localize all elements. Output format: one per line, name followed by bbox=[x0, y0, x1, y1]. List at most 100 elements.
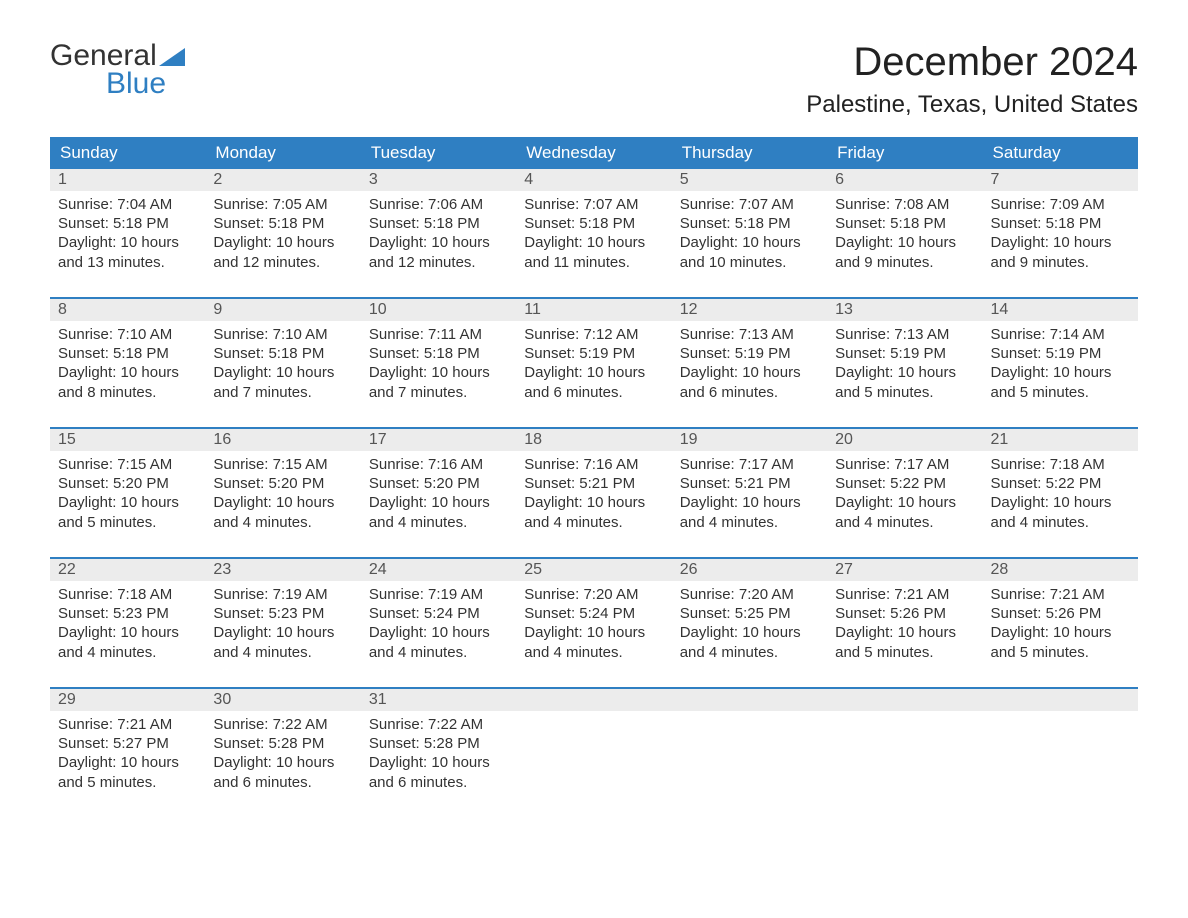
day-number: 20 bbox=[827, 429, 982, 451]
day-daylight1: Daylight: 10 hours bbox=[369, 753, 508, 772]
col-tuesday: Tuesday bbox=[361, 137, 516, 169]
day-details: Sunrise: 7:19 AMSunset: 5:24 PMDaylight:… bbox=[361, 581, 516, 670]
day-sunrise: Sunrise: 7:10 AM bbox=[213, 325, 352, 344]
day-number: 29 bbox=[50, 689, 205, 711]
calendar-week: 29Sunrise: 7:21 AMSunset: 5:27 PMDayligh… bbox=[50, 689, 1138, 817]
day-sunset: Sunset: 5:18 PM bbox=[213, 214, 352, 233]
day-sunset: Sunset: 5:24 PM bbox=[524, 604, 663, 623]
day-daylight1: Daylight: 10 hours bbox=[58, 623, 197, 642]
day-number-empty bbox=[827, 689, 982, 711]
calendar-day-cell: 6Sunrise: 7:08 AMSunset: 5:18 PMDaylight… bbox=[827, 169, 982, 298]
day-daylight2: and 13 minutes. bbox=[58, 253, 197, 272]
day-sunset: Sunset: 5:28 PM bbox=[213, 734, 352, 753]
day-number: 11 bbox=[516, 299, 671, 321]
day-daylight1: Daylight: 10 hours bbox=[524, 363, 663, 382]
day-daylight1: Daylight: 10 hours bbox=[369, 233, 508, 252]
calendar-day-cell: 16Sunrise: 7:15 AMSunset: 5:20 PMDayligh… bbox=[205, 429, 360, 558]
day-sunset: Sunset: 5:26 PM bbox=[835, 604, 974, 623]
day-sunset: Sunset: 5:23 PM bbox=[213, 604, 352, 623]
day-daylight1: Daylight: 10 hours bbox=[991, 233, 1130, 252]
calendar-day-cell: 24Sunrise: 7:19 AMSunset: 5:24 PMDayligh… bbox=[361, 559, 516, 688]
day-number: 25 bbox=[516, 559, 671, 581]
calendar-day-cell: 23Sunrise: 7:19 AMSunset: 5:23 PMDayligh… bbox=[205, 559, 360, 688]
col-thursday: Thursday bbox=[672, 137, 827, 169]
day-sunset: Sunset: 5:19 PM bbox=[991, 344, 1130, 363]
day-number: 23 bbox=[205, 559, 360, 581]
calendar-week: 1Sunrise: 7:04 AMSunset: 5:18 PMDaylight… bbox=[50, 169, 1138, 298]
day-daylight1: Daylight: 10 hours bbox=[835, 363, 974, 382]
day-number-empty bbox=[672, 689, 827, 711]
day-sunset: Sunset: 5:21 PM bbox=[680, 474, 819, 493]
day-daylight1: Daylight: 10 hours bbox=[680, 363, 819, 382]
calendar-day-cell: 29Sunrise: 7:21 AMSunset: 5:27 PMDayligh… bbox=[50, 689, 205, 817]
day-sunrise: Sunrise: 7:12 AM bbox=[524, 325, 663, 344]
day-daylight2: and 4 minutes. bbox=[213, 513, 352, 532]
day-details: Sunrise: 7:20 AMSunset: 5:25 PMDaylight:… bbox=[672, 581, 827, 670]
calendar-day-cell: 1Sunrise: 7:04 AMSunset: 5:18 PMDaylight… bbox=[50, 169, 205, 298]
day-daylight2: and 8 minutes. bbox=[58, 383, 197, 402]
day-number: 30 bbox=[205, 689, 360, 711]
day-daylight1: Daylight: 10 hours bbox=[680, 233, 819, 252]
day-sunrise: Sunrise: 7:18 AM bbox=[991, 455, 1130, 474]
brand-logo: General Blue bbox=[50, 40, 185, 99]
day-sunset: Sunset: 5:19 PM bbox=[524, 344, 663, 363]
logo-sail-icon bbox=[159, 48, 185, 66]
day-daylight2: and 4 minutes. bbox=[524, 643, 663, 662]
day-daylight2: and 10 minutes. bbox=[680, 253, 819, 272]
calendar-day-cell: 10Sunrise: 7:11 AMSunset: 5:18 PMDayligh… bbox=[361, 299, 516, 428]
day-sunset: Sunset: 5:22 PM bbox=[835, 474, 974, 493]
day-sunrise: Sunrise: 7:13 AM bbox=[680, 325, 819, 344]
day-number: 17 bbox=[361, 429, 516, 451]
day-sunrise: Sunrise: 7:20 AM bbox=[680, 585, 819, 604]
day-daylight1: Daylight: 10 hours bbox=[213, 753, 352, 772]
day-daylight1: Daylight: 10 hours bbox=[991, 363, 1130, 382]
day-sunset: Sunset: 5:25 PM bbox=[680, 604, 819, 623]
day-daylight2: and 5 minutes. bbox=[991, 643, 1130, 662]
day-details: Sunrise: 7:15 AMSunset: 5:20 PMDaylight:… bbox=[50, 451, 205, 540]
day-number: 14 bbox=[983, 299, 1138, 321]
day-daylight1: Daylight: 10 hours bbox=[369, 363, 508, 382]
day-daylight1: Daylight: 10 hours bbox=[213, 363, 352, 382]
day-daylight1: Daylight: 10 hours bbox=[58, 753, 197, 772]
month-title: December 2024 bbox=[806, 40, 1138, 85]
day-number: 15 bbox=[50, 429, 205, 451]
day-sunset: Sunset: 5:18 PM bbox=[991, 214, 1130, 233]
calendar-day-cell: 30Sunrise: 7:22 AMSunset: 5:28 PMDayligh… bbox=[205, 689, 360, 817]
day-details: Sunrise: 7:13 AMSunset: 5:19 PMDaylight:… bbox=[672, 321, 827, 410]
day-sunrise: Sunrise: 7:21 AM bbox=[991, 585, 1130, 604]
day-daylight1: Daylight: 10 hours bbox=[991, 493, 1130, 512]
day-number: 26 bbox=[672, 559, 827, 581]
day-sunrise: Sunrise: 7:17 AM bbox=[680, 455, 819, 474]
calendar-week: 22Sunrise: 7:18 AMSunset: 5:23 PMDayligh… bbox=[50, 559, 1138, 688]
day-details: Sunrise: 7:17 AMSunset: 5:22 PMDaylight:… bbox=[827, 451, 982, 540]
logo-text-blue: Blue bbox=[106, 68, 185, 100]
day-details: Sunrise: 7:10 AMSunset: 5:18 PMDaylight:… bbox=[205, 321, 360, 410]
calendar-day-cell: 27Sunrise: 7:21 AMSunset: 5:26 PMDayligh… bbox=[827, 559, 982, 688]
day-daylight2: and 6 minutes. bbox=[680, 383, 819, 402]
day-sunrise: Sunrise: 7:17 AM bbox=[835, 455, 974, 474]
day-details: Sunrise: 7:08 AMSunset: 5:18 PMDaylight:… bbox=[827, 191, 982, 280]
day-details: Sunrise: 7:18 AMSunset: 5:22 PMDaylight:… bbox=[983, 451, 1138, 540]
day-sunset: Sunset: 5:20 PM bbox=[58, 474, 197, 493]
day-details: Sunrise: 7:09 AMSunset: 5:18 PMDaylight:… bbox=[983, 191, 1138, 280]
day-details: Sunrise: 7:05 AMSunset: 5:18 PMDaylight:… bbox=[205, 191, 360, 280]
calendar-day-cell: 12Sunrise: 7:13 AMSunset: 5:19 PMDayligh… bbox=[672, 299, 827, 428]
calendar-day-cell: 9Sunrise: 7:10 AMSunset: 5:18 PMDaylight… bbox=[205, 299, 360, 428]
day-daylight2: and 4 minutes. bbox=[680, 643, 819, 662]
day-sunset: Sunset: 5:18 PM bbox=[213, 344, 352, 363]
calendar-day-cell: 13Sunrise: 7:13 AMSunset: 5:19 PMDayligh… bbox=[827, 299, 982, 428]
calendar-day-cell bbox=[516, 689, 671, 817]
day-daylight2: and 6 minutes. bbox=[369, 773, 508, 792]
day-number: 10 bbox=[361, 299, 516, 321]
calendar-body: 1Sunrise: 7:04 AMSunset: 5:18 PMDaylight… bbox=[50, 169, 1138, 817]
day-sunrise: Sunrise: 7:06 AM bbox=[369, 195, 508, 214]
day-details: Sunrise: 7:22 AMSunset: 5:28 PMDaylight:… bbox=[205, 711, 360, 800]
day-sunrise: Sunrise: 7:05 AM bbox=[213, 195, 352, 214]
day-details: Sunrise: 7:21 AMSunset: 5:27 PMDaylight:… bbox=[50, 711, 205, 800]
day-daylight1: Daylight: 10 hours bbox=[369, 623, 508, 642]
day-sunrise: Sunrise: 7:08 AM bbox=[835, 195, 974, 214]
calendar-day-cell: 4Sunrise: 7:07 AMSunset: 5:18 PMDaylight… bbox=[516, 169, 671, 298]
calendar-day-cell: 3Sunrise: 7:06 AMSunset: 5:18 PMDaylight… bbox=[361, 169, 516, 298]
day-details: Sunrise: 7:17 AMSunset: 5:21 PMDaylight:… bbox=[672, 451, 827, 540]
day-daylight1: Daylight: 10 hours bbox=[524, 233, 663, 252]
